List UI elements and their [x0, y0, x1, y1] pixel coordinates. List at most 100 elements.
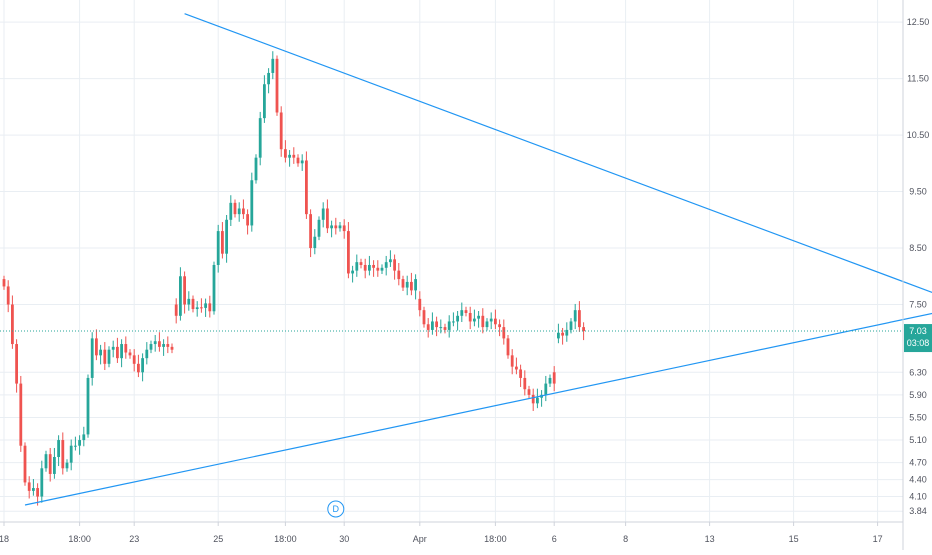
candle-body [431, 321, 434, 330]
x-tick-label: 23 [129, 534, 139, 544]
dividend-marker[interactable]: D [327, 500, 345, 518]
candle-body [460, 310, 464, 316]
dividend-circle[interactable] [327, 500, 345, 518]
candle-body [510, 355, 514, 367]
trendline-lower[interactable] [24, 312, 932, 506]
candle-body [351, 270, 354, 274]
candle-body [536, 397, 539, 404]
candle-body [548, 377, 552, 384]
candle-body [187, 298, 191, 305]
candle-body [19, 383, 23, 446]
trendlines[interactable] [24, 13, 932, 506]
candle-body [481, 315, 485, 328]
candle-body [523, 377, 527, 390]
candle-body [452, 321, 455, 323]
candle-body [48, 454, 52, 474]
candle-body [111, 346, 115, 350]
countdown-label: 03:08 [907, 338, 930, 348]
x-tick-label: 13 [705, 534, 715, 544]
candle-body [95, 338, 98, 356]
candle-body [15, 344, 18, 384]
candle-body [27, 482, 31, 491]
candle-body [342, 225, 346, 232]
candle-body [468, 312, 472, 322]
candle-body [36, 488, 39, 497]
candle-body [368, 264, 371, 271]
candle-body [279, 112, 283, 150]
candle-body [225, 219, 228, 254]
candle-body [321, 208, 325, 220]
candle-body [313, 236, 317, 249]
candle-body [267, 72, 270, 85]
candle-body [384, 262, 388, 268]
candle-body [372, 264, 375, 268]
candle-body [170, 346, 174, 350]
x-tick-label: 25 [213, 534, 223, 544]
candle-body [443, 327, 447, 330]
candle-body [57, 440, 60, 458]
candle-body [355, 262, 359, 271]
candle-body [183, 276, 186, 305]
candle-body [489, 318, 493, 322]
candle-body [309, 214, 312, 249]
candle-body [305, 160, 308, 215]
trendline-upper[interactable] [184, 13, 932, 294]
candle-body [275, 58, 279, 113]
candle-body [515, 366, 518, 370]
candle-body [141, 358, 144, 373]
x-tick-label: 18:00 [274, 534, 297, 544]
candle-body [578, 310, 581, 328]
x-tick-label: Apr [413, 534, 427, 544]
candle-body [334, 225, 338, 229]
candle-body [40, 468, 44, 497]
candle-body [120, 344, 123, 359]
candle-body [221, 231, 224, 254]
x-tick-label: 18:00 [68, 534, 91, 544]
candle-body [426, 324, 430, 330]
current-price-badge: 7.03 03:08 [904, 324, 932, 353]
y-axis[interactable]: 12.50 11.50 10.50 9.50 8.50 7.50 6.30 5.90 5.50 5… [907, 17, 930, 516]
candle-body [544, 383, 548, 395]
candle-body [531, 394, 535, 404]
candle-body [145, 349, 149, 359]
candle-body [435, 321, 438, 328]
candle-body [204, 303, 207, 308]
candle-body [296, 157, 300, 164]
candle-body [61, 440, 65, 469]
x-axis[interactable]: 18 18:00 23 25 18:00 30 Apr 18:00 6 8 13 15 17 [0, 522, 883, 544]
candle-body [6, 286, 10, 305]
candle-body [582, 327, 585, 332]
candle-body [103, 349, 107, 364]
candle-body [552, 372, 556, 384]
dividend-label: D [333, 504, 340, 514]
candle-body [422, 310, 426, 325]
candle-body [557, 332, 560, 339]
candle-body [200, 307, 203, 309]
y-tick-label: 4.70 [909, 458, 927, 468]
y-tick-label: 6.30 [909, 367, 927, 377]
candle-body [498, 324, 501, 328]
candle-body [410, 281, 413, 291]
candle-body [246, 214, 249, 226]
candle-body [179, 276, 182, 316]
candle-body [330, 225, 333, 229]
candle-body [464, 310, 468, 313]
candle-body [78, 440, 81, 446]
x-tick-label: 30 [339, 534, 349, 544]
y-tick-label: 7.50 [909, 300, 927, 310]
candle-body [405, 281, 409, 288]
candle-body [90, 338, 94, 378]
candle-body [271, 58, 275, 73]
candle-body [317, 219, 321, 237]
candle-body [414, 279, 417, 291]
candle-body [174, 304, 178, 316]
y-tick-label: 3.84 [909, 506, 927, 516]
candle-body [65, 462, 69, 469]
y-tick-label: 12.50 [907, 17, 930, 27]
candle-body [44, 454, 48, 469]
y-tick-label: 4.10 [909, 492, 927, 502]
candle-body [401, 279, 405, 288]
